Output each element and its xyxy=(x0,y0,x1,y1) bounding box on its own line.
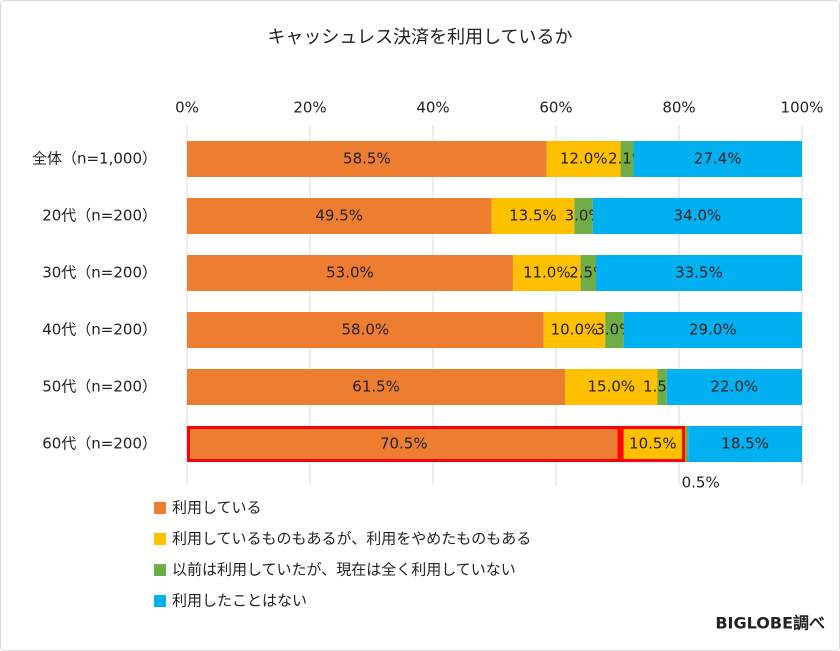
legend-swatch xyxy=(154,502,166,514)
bar-segment xyxy=(187,312,544,348)
bar-segment xyxy=(620,426,686,462)
y-tick-label: 60代（n=200） xyxy=(42,435,157,453)
bar-segment xyxy=(592,198,802,234)
bar-segment xyxy=(187,141,547,177)
bar-segment xyxy=(605,312,624,348)
data-label: 53.0% xyxy=(326,264,374,282)
x-tick-label: 100% xyxy=(781,99,824,117)
x-tick-label: 0% xyxy=(175,99,199,117)
bar-segment xyxy=(595,255,802,291)
bar-segment xyxy=(633,141,802,177)
data-label: 18.5% xyxy=(721,435,769,453)
bar-segment xyxy=(187,255,513,291)
bar-segment xyxy=(685,426,689,462)
bar-segment xyxy=(580,255,596,291)
x-tick-label: 80% xyxy=(662,99,695,117)
legend-label: 以前は利用していたが、現在は全く利用していない xyxy=(172,561,516,579)
y-tick-label: 全体（n=1,000） xyxy=(32,150,157,168)
x-tick-label: 20% xyxy=(293,99,326,117)
bar-segment xyxy=(187,198,492,234)
data-label: 22.0% xyxy=(711,378,759,396)
y-tick-label: 20代（n=200） xyxy=(42,207,157,225)
bar-segment xyxy=(623,312,802,348)
data-label: 61.5% xyxy=(352,378,400,396)
bar-segment xyxy=(546,141,621,177)
data-label: 0.5% xyxy=(682,474,720,492)
bar-segment xyxy=(187,369,566,405)
bar-segment xyxy=(565,369,658,405)
data-label: 27.4% xyxy=(694,150,742,168)
data-label: 10.5% xyxy=(629,435,677,453)
data-label: 15.0% xyxy=(588,378,636,396)
bar-segment xyxy=(187,426,621,462)
x-tick-label: 40% xyxy=(416,99,449,117)
chart-title: キャッシュレス決済を利用しているか xyxy=(267,27,572,48)
bar-segment xyxy=(543,312,606,348)
bar-segment xyxy=(574,198,593,234)
data-label: 49.5% xyxy=(315,207,363,225)
data-label: 58.0% xyxy=(342,321,390,339)
bar-segment xyxy=(666,369,802,405)
legend-label: 利用している xyxy=(172,499,262,517)
data-label: 70.5% xyxy=(380,435,428,453)
legend-swatch xyxy=(154,533,166,545)
data-label: 10.0% xyxy=(551,321,599,339)
source-note: BIGLOBE調べ xyxy=(715,614,825,633)
data-label: 11.0% xyxy=(523,264,571,282)
data-label: 13.5% xyxy=(509,207,557,225)
bar-segment xyxy=(688,426,802,462)
data-label: 34.0% xyxy=(674,207,722,225)
x-tick-label: 60% xyxy=(539,99,572,117)
y-tick-label: 40代（n=200） xyxy=(42,321,157,339)
bar-segment xyxy=(620,141,634,177)
y-tick-label: 30代（n=200） xyxy=(42,264,157,282)
legend-swatch xyxy=(154,595,166,607)
legend-label: 利用したことはない xyxy=(172,592,307,610)
highlight-box xyxy=(620,426,686,462)
bar-segment xyxy=(491,198,575,234)
bar-segment xyxy=(657,369,667,405)
highlight-box xyxy=(187,426,621,462)
bar-segment xyxy=(512,255,581,291)
y-tick-label: 50代（n=200） xyxy=(42,378,157,396)
data-label: 12.0% xyxy=(560,150,608,168)
data-label: 29.0% xyxy=(689,321,737,339)
data-label: 33.5% xyxy=(675,264,723,282)
legend-swatch xyxy=(154,564,166,576)
data-label: 58.5% xyxy=(343,150,391,168)
legend-label: 利用しているものもあるが、利用をやめたものもある xyxy=(172,530,531,548)
